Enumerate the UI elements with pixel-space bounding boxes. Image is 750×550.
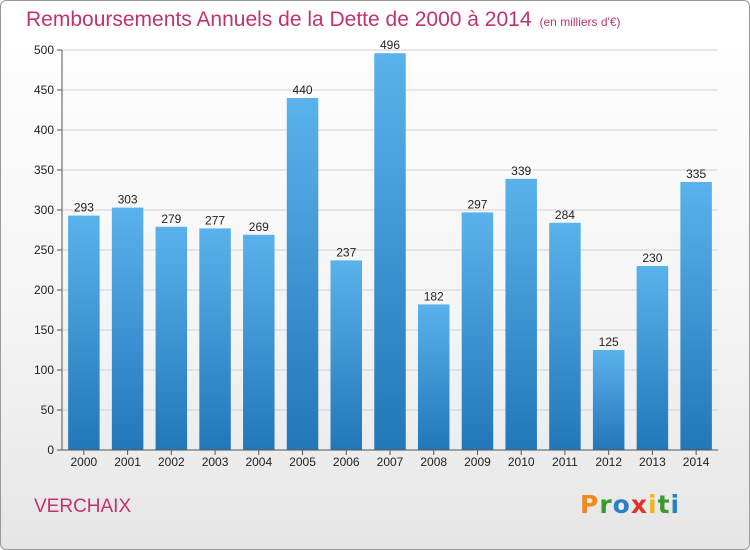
- bar-value-label: 293: [74, 201, 94, 215]
- bar: [417, 304, 450, 450]
- bar-value-label: 496: [380, 38, 400, 52]
- bar-value-label: 269: [249, 220, 269, 234]
- bar: [243, 234, 275, 450]
- bar-value-label: 277: [205, 213, 225, 227]
- x-tick-label: 2004: [245, 455, 272, 469]
- x-tick-label: 2013: [639, 455, 666, 469]
- y-tick-label: 150: [34, 323, 54, 337]
- x-tick-label: 2005: [289, 455, 316, 469]
- y-tick-label: 50: [41, 403, 55, 417]
- x-tick-label: 2007: [377, 455, 404, 469]
- y-tick-label: 250: [34, 243, 54, 257]
- bar-value-label: 182: [424, 289, 444, 303]
- x-tick-label: 2011: [552, 455, 578, 469]
- y-axis: 0 50 100 150 200 250 300 350 400 450 500: [34, 43, 63, 457]
- x-tick-label: 2003: [202, 455, 229, 469]
- bar-value-label: 335: [686, 167, 706, 181]
- x-tick-label: 2008: [420, 455, 447, 469]
- chart-subtitle: (en milliers d'€): [539, 15, 621, 29]
- bar: [549, 222, 581, 450]
- x-tick-label: 2014: [683, 455, 710, 469]
- x-tick-label: 2009: [464, 455, 491, 469]
- title-text: Remboursements Annuels de la Dette de 20…: [26, 8, 532, 31]
- bar-value-label: 230: [642, 251, 662, 265]
- bar: [592, 350, 625, 450]
- bars: 293 303 279 277 269 440 237 496 182 297 339 284 125 2…: [68, 38, 712, 451]
- x-tick-label: 2001: [114, 455, 141, 469]
- y-tick-label: 500: [34, 43, 54, 57]
- bar-value-label: 297: [467, 197, 487, 211]
- y-tick-label: 300: [34, 203, 54, 217]
- bar: [505, 178, 537, 451]
- bar: [680, 182, 712, 450]
- y-tick-label: 0: [47, 443, 54, 457]
- bar-value-label: 237: [336, 245, 356, 259]
- x-tick-label: 2000: [71, 455, 98, 469]
- bar: [199, 228, 231, 450]
- y-tick-label: 450: [34, 83, 54, 97]
- x-tick-label: 2010: [508, 455, 535, 469]
- chart-title: Remboursements Annuels de la Dette de 20…: [26, 8, 621, 32]
- bar-value-label: 440: [293, 83, 313, 97]
- bar: [636, 266, 669, 450]
- bar: [286, 98, 319, 450]
- bar-value-label: 339: [511, 164, 531, 178]
- bar: [330, 260, 363, 450]
- y-tick-label: 100: [34, 363, 54, 377]
- bar: [374, 53, 406, 450]
- place-name: VERCHAIX: [34, 496, 132, 517]
- y-tick-label: 400: [34, 123, 54, 137]
- y-tick-label: 200: [34, 283, 54, 297]
- bar: [461, 212, 494, 450]
- y-tick-label: 350: [34, 163, 54, 177]
- x-tick-label: 2002: [158, 455, 185, 469]
- bar: [155, 226, 188, 450]
- bar-value-label: 279: [161, 212, 181, 226]
- bar-value-label: 125: [599, 335, 619, 349]
- bar: [68, 215, 100, 450]
- bar-value-label: 284: [555, 208, 575, 222]
- x-axis: 2000 2001 2002 2003 2004 2005 2006 2007 2008 2009…: [62, 449, 718, 469]
- x-tick-label: 2006: [333, 455, 360, 469]
- x-tick-label: 2012: [595, 455, 622, 469]
- bar-value-label: 303: [118, 193, 138, 207]
- proxiti-logo: Proxiti: [580, 490, 681, 519]
- bar: [111, 207, 144, 450]
